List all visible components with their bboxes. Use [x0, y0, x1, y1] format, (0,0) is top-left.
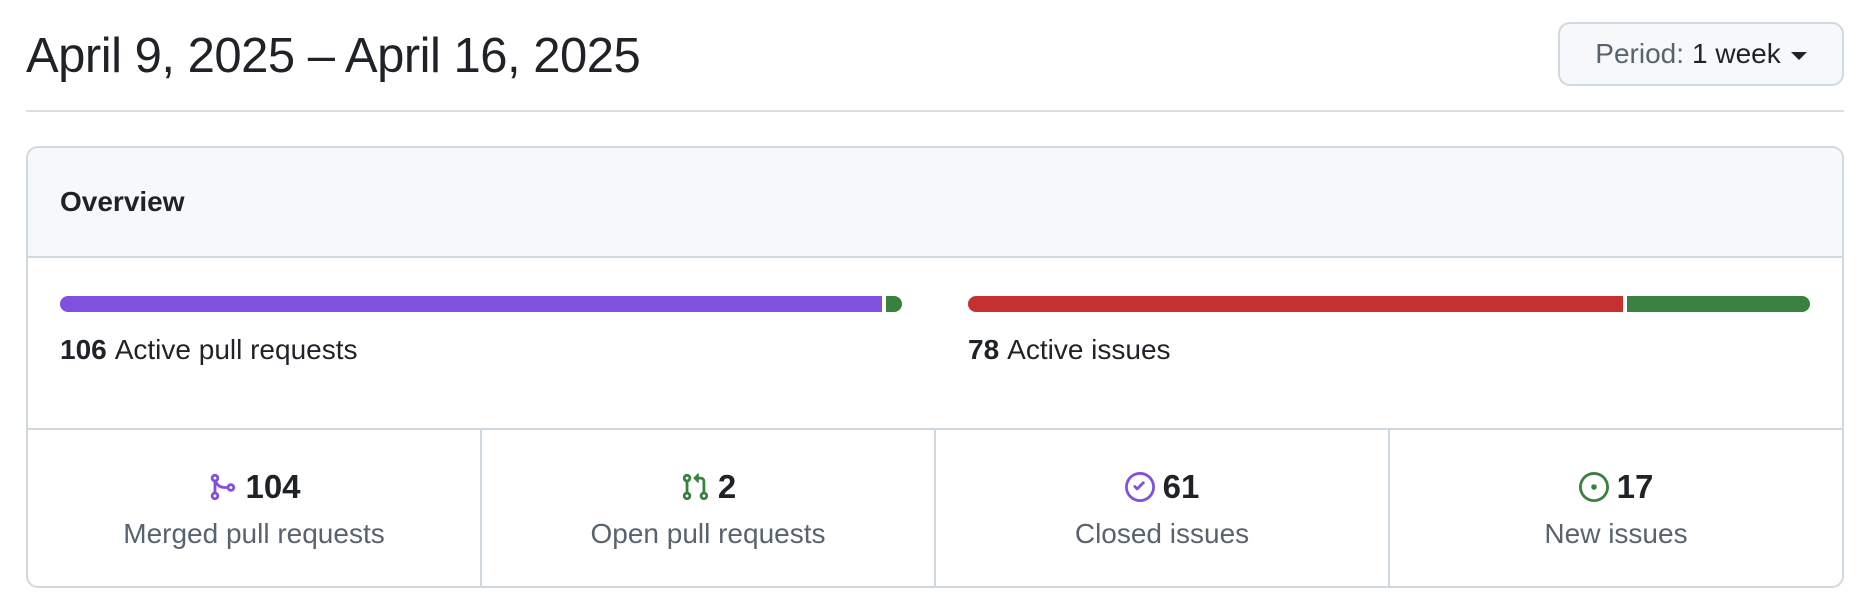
closed-issues-segment	[968, 296, 1624, 312]
activity-bars-row: 106 Active pull requests 78 Active issues	[28, 258, 1842, 430]
active-pull-requests-count: 106	[60, 334, 107, 365]
pull-requests-summary[interactable]: 106 Active pull requests	[60, 296, 902, 366]
open-pull-requests-stat[interactable]: 2 Open pull requests	[482, 430, 936, 586]
merged-pull-requests-stat[interactable]: 104 Merged pull requests	[28, 430, 482, 586]
period-label: Period:	[1595, 38, 1684, 69]
git-merge-icon	[211, 473, 236, 501]
issues-summary[interactable]: 78 Active issues	[968, 296, 1810, 366]
closed-issues-label: Closed issues	[1074, 518, 1250, 549]
overview-box: Overview 106 Active pull requests 78 Activ…	[26, 146, 1844, 588]
period-value: 1 week	[1692, 38, 1781, 69]
new-issues-segment	[1627, 296, 1810, 312]
overview-header: Overview	[28, 148, 1842, 258]
git-pull-request-icon	[682, 473, 708, 501]
new-issues-stat[interactable]: 17 New issues	[1390, 430, 1842, 586]
caret-down-icon	[1790, 52, 1807, 60]
pulse-header: April 9, 2025 – April 16, 2025 Period: 1…	[26, 0, 1844, 112]
merged-pull-requests-count: 104	[245, 468, 301, 505]
active-issues-caption: 78 Active issues	[968, 334, 1810, 366]
open-pull-requests-count: 2	[717, 468, 737, 505]
new-issues-label: New issues	[1544, 518, 1688, 549]
issues-progress-bar	[968, 296, 1810, 312]
period-dropdown-button[interactable]: Period: 1 week	[1558, 22, 1844, 86]
issue-opened-icon	[1578, 472, 1609, 502]
new-issues-count: 17	[1616, 468, 1654, 505]
closed-issues-count: 61	[1162, 468, 1200, 505]
active-pull-requests-caption: 106 Active pull requests	[60, 334, 902, 366]
pull-requests-progress-bar	[60, 296, 902, 312]
open-pull-requests-label: Open pull requests	[590, 518, 826, 549]
date-range-title: April 9, 2025 – April 16, 2025	[26, 29, 641, 83]
merged-pr-segment	[60, 296, 883, 312]
stats-row: 104 Merged pull requests 2 Open pull req…	[28, 430, 1842, 586]
overview-title: Overview	[60, 186, 185, 217]
active-issues-count: 78	[968, 334, 1000, 365]
issue-closed-icon	[1124, 472, 1155, 502]
closed-issues-stat[interactable]: 61 Closed issues	[936, 430, 1390, 586]
active-pull-requests-label: Active pull requests	[114, 334, 358, 365]
open-pr-segment	[886, 296, 902, 312]
merged-pull-requests-label: Merged pull requests	[123, 518, 385, 549]
active-issues-label: Active issues	[1007, 334, 1171, 365]
